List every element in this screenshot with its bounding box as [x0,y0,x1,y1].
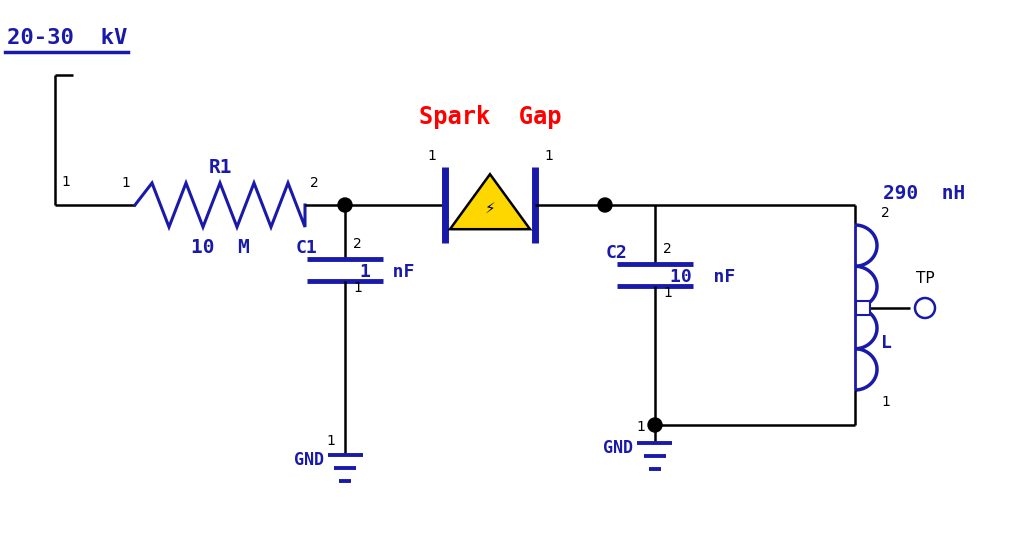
Circle shape [598,198,612,212]
Text: 1: 1 [326,434,335,448]
Bar [856,301,870,315]
Text: 1: 1 [636,420,645,434]
Text: 290  nH: 290 nH [883,184,966,203]
Text: 1: 1 [121,176,130,190]
Text: ⚡: ⚡ [484,200,496,216]
Text: GND: GND [294,451,324,469]
Text: 1: 1 [61,175,70,189]
Text: 1  nF: 1 nF [360,263,415,281]
Text: 1: 1 [427,149,436,163]
Text: 1: 1 [881,395,890,409]
Circle shape [648,418,662,432]
Text: GND: GND [603,439,634,457]
Text: 10  M: 10 M [190,237,250,256]
Text: 10  nF: 10 nF [670,268,735,286]
Text: C2: C2 [605,244,627,262]
Text: 1: 1 [544,149,553,163]
Text: TP: TP [915,271,934,286]
Text: 2: 2 [310,176,318,190]
Circle shape [338,198,352,212]
Text: L: L [881,334,892,352]
Text: R1: R1 [208,157,231,176]
Text: C1: C1 [295,239,317,257]
Text: 20-30  kV: 20-30 kV [7,28,127,48]
Text: 1: 1 [663,286,672,300]
Text: 2: 2 [353,237,361,251]
Text: 1: 1 [353,281,361,295]
Text: 2: 2 [881,206,890,220]
Circle shape [915,298,935,318]
Text: 2: 2 [663,242,672,256]
Polygon shape [450,174,530,229]
Text: Spark  Gap: Spark Gap [419,105,561,129]
